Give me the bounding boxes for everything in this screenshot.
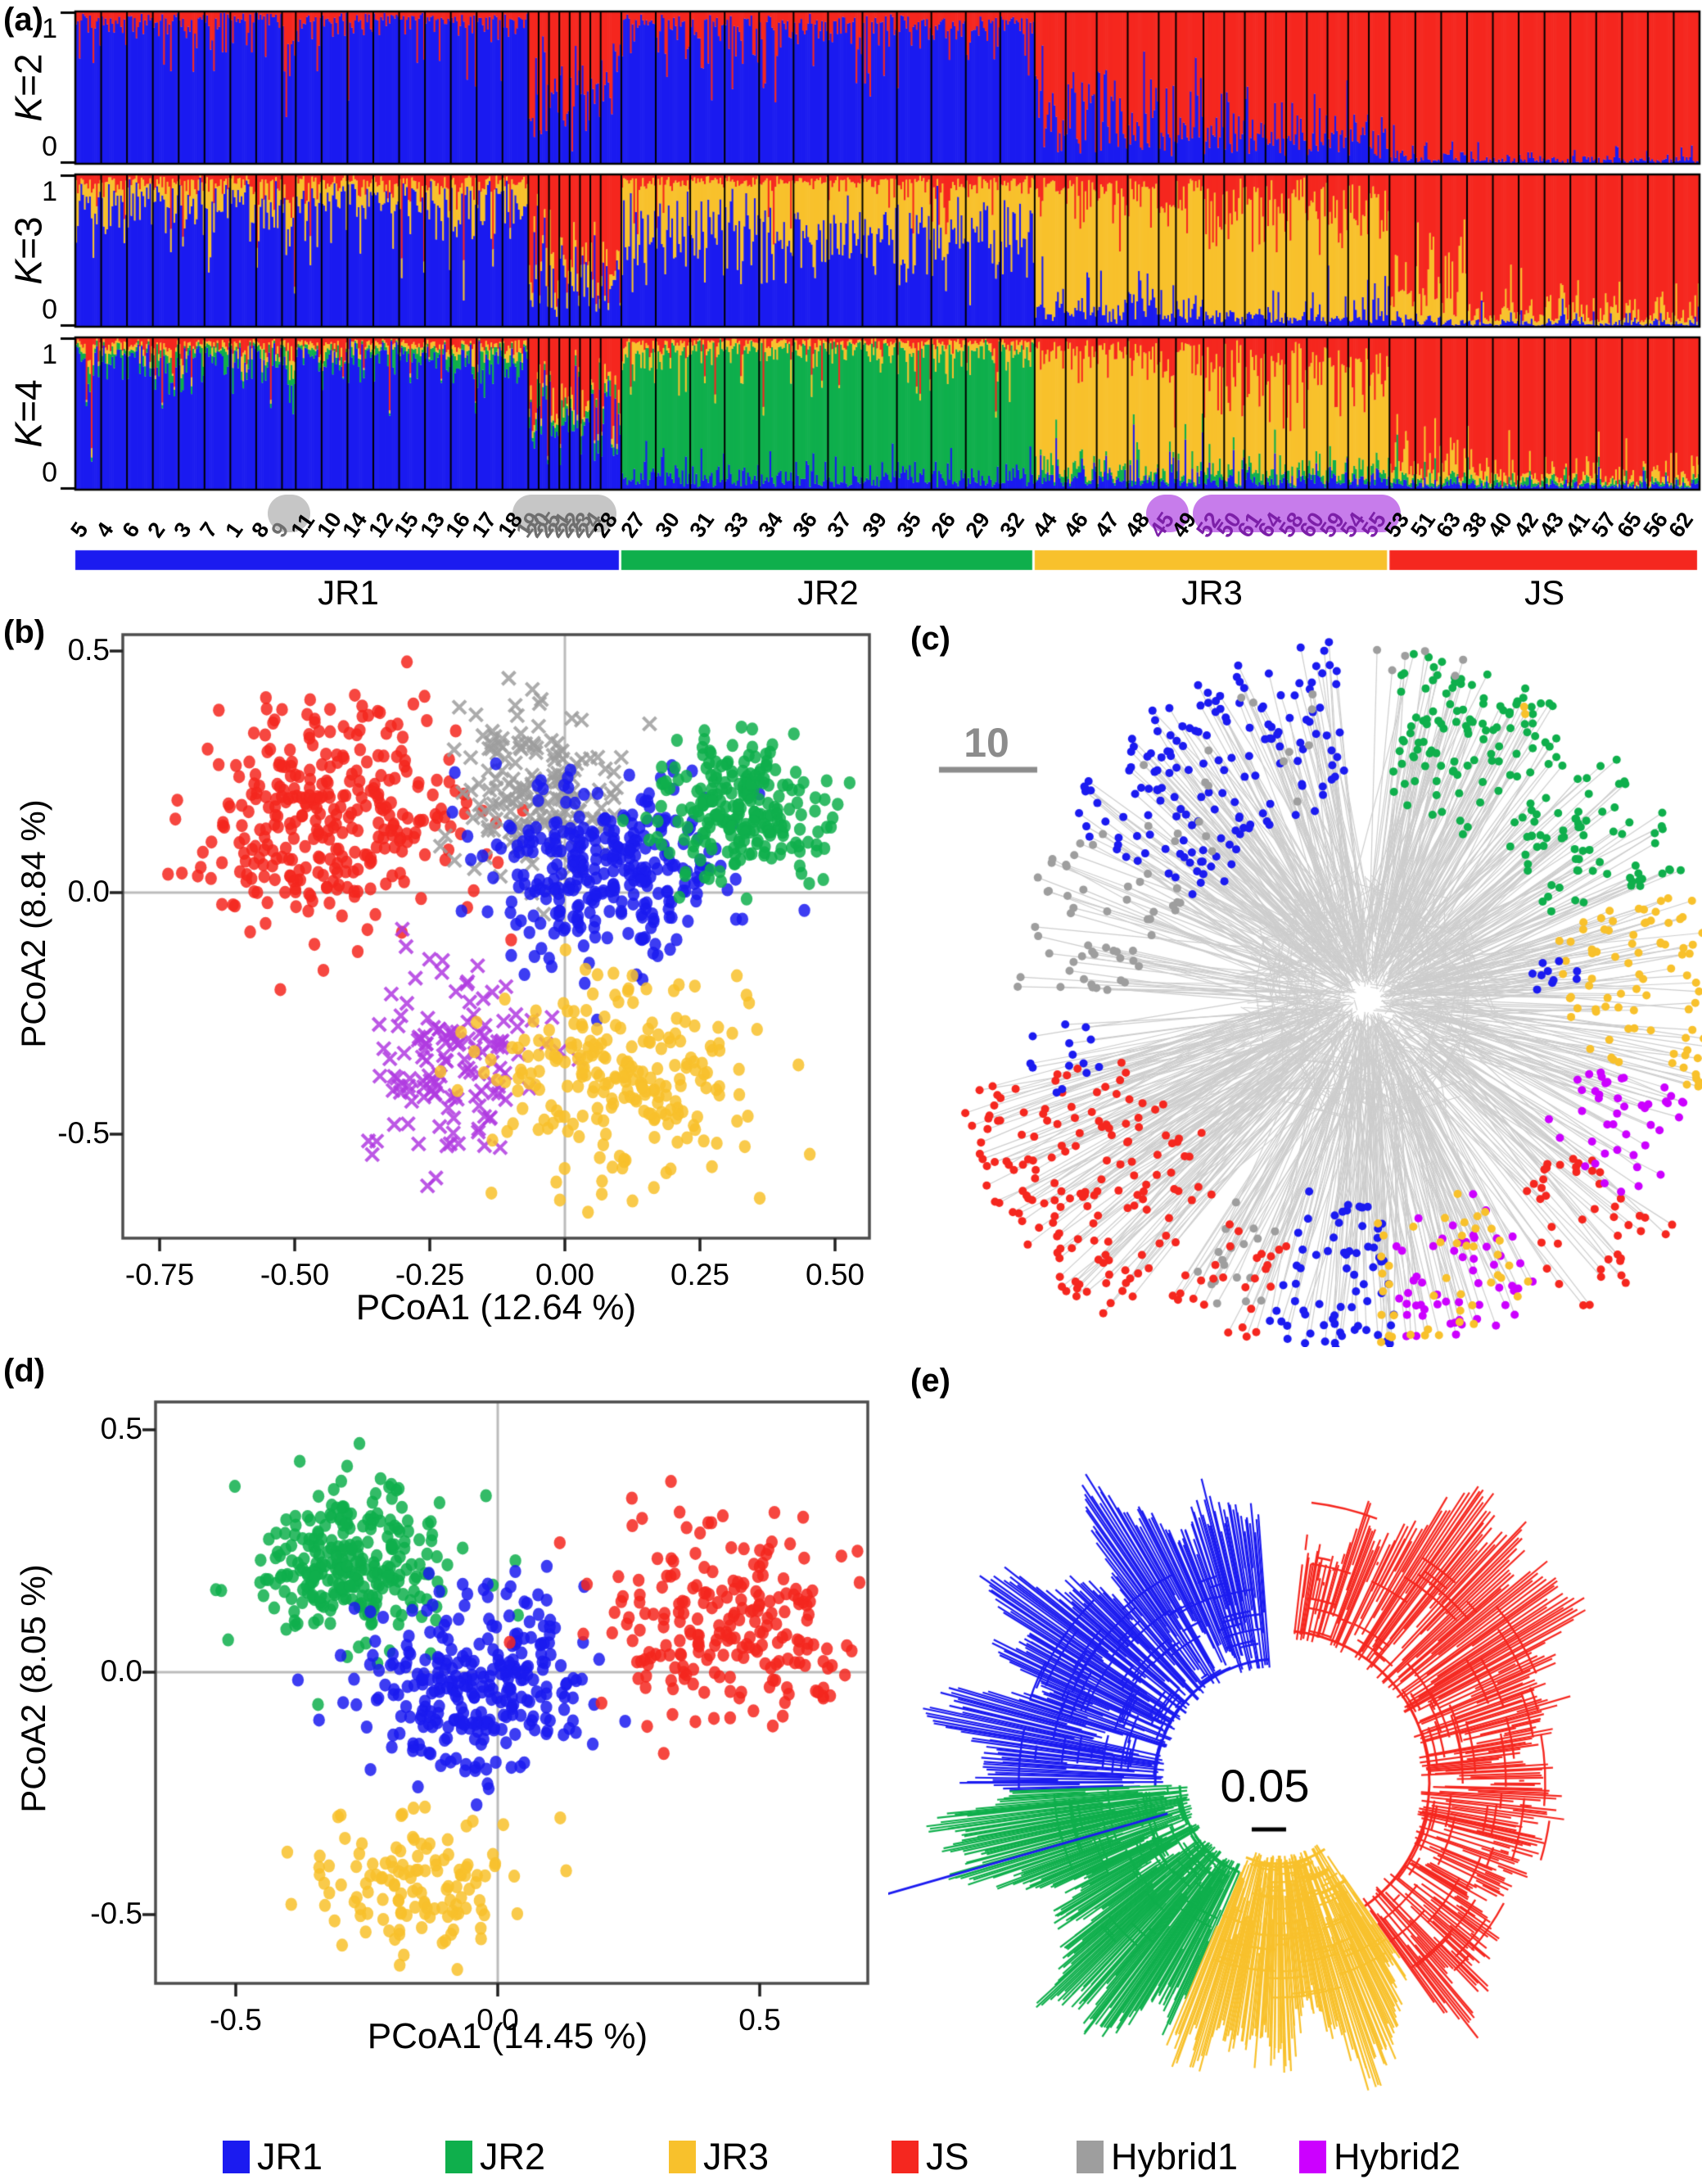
- pcoa2-axis-title-b: PCoA2 (8.84 %): [14, 799, 52, 1048]
- tree-scale-label: 0.05: [1220, 1760, 1310, 1811]
- panel-e-label: (e): [910, 1363, 950, 1399]
- legend-swatch-Hybrid2: [1299, 2141, 1326, 2173]
- x-tick-label: 0.5: [738, 2003, 781, 2037]
- legend-label: Hybrid2: [1334, 2136, 1461, 2177]
- legend-label: JR3: [703, 2136, 770, 2177]
- population-highlight-pill-gray: [267, 495, 310, 532]
- x-tick-label: 0.0: [476, 2003, 519, 2037]
- x-tick-label: -0.75: [124, 1258, 195, 1291]
- x-tick-label: -0.50: [260, 1258, 330, 1291]
- legend-swatch-JR3: [669, 2141, 696, 2173]
- legend-swatch-JS: [892, 2141, 919, 2173]
- k-rest: =2: [7, 53, 51, 97]
- legend-item-JR3: JR3: [669, 2136, 769, 2178]
- admixture-ytick-bottom: 0: [42, 294, 57, 325]
- pcoa2-axis-title-d: PCoA2 (8.05 %): [14, 1564, 52, 1813]
- panel-a-label: (a): [3, 2, 43, 38]
- population-highlight-pill-purple: [1192, 495, 1401, 532]
- y-tick-label: 0.0: [100, 1654, 142, 1688]
- legend-item-Hybrid2: Hybrid2: [1299, 2136, 1460, 2178]
- pcoa-scatter-b-canvas: [0, 606, 884, 1347]
- legend-swatch-JR1: [223, 2141, 250, 2173]
- x-tick-label: 0.00: [535, 1258, 594, 1291]
- y-tick-label: 0.0: [67, 875, 110, 908]
- pcoa1-axis-title-b: PCoA1 (12.64 %): [355, 1287, 637, 1327]
- x-tick-label: -0.5: [210, 2003, 262, 2037]
- k-rest: =4: [7, 379, 51, 423]
- y-tick-label: -0.5: [90, 1897, 142, 1930]
- legend-item-JR2: JR2: [445, 2136, 545, 2178]
- legend-label: JS: [926, 2136, 969, 2177]
- legend-swatch-JR2: [445, 2141, 472, 2173]
- pcoa1-axis-title-d: PCoA1 (14.45 %): [367, 2016, 648, 2056]
- admixture-ytick-bottom: 0: [42, 131, 57, 162]
- k-italic: K: [7, 96, 51, 122]
- legend-swatch-Hybrid1: [1077, 2141, 1104, 2173]
- circular-tree-canvas: [888, 1351, 1702, 2137]
- legend-item-Hybrid1: Hybrid1: [1077, 2136, 1238, 2178]
- k-italic: K: [7, 259, 51, 285]
- admixture-ytick-top: 1: [42, 339, 57, 370]
- y-tick-label: 0.5: [100, 1412, 142, 1445]
- splits-network-canvas: [888, 602, 1702, 1347]
- k-italic: K: [7, 422, 51, 448]
- y-tick-label: -0.5: [57, 1116, 110, 1150]
- x-tick-label: -0.25: [395, 1258, 465, 1291]
- population-highlight-pill-gray: [512, 495, 617, 532]
- structure-admixture-canvas: [0, 0, 1702, 573]
- admixture-ytick-bottom: 0: [42, 457, 57, 488]
- legend-label: JR1: [257, 2136, 323, 2177]
- x-tick-label: 0.25: [670, 1258, 729, 1291]
- legend-label: JR2: [480, 2136, 546, 2177]
- legend-label: Hybrid1: [1111, 2136, 1239, 2177]
- admixture-ytick-top: 1: [42, 176, 57, 207]
- panel-c-label: (c): [910, 621, 950, 657]
- admixture-ytick-top: 1: [42, 13, 57, 44]
- group-label-JR2: JR2: [797, 573, 859, 612]
- panel-b-label: (b): [3, 614, 46, 650]
- panel-d-label: (d): [3, 1353, 46, 1389]
- y-tick-label: 0.5: [67, 633, 110, 667]
- x-tick-label: 0.50: [805, 1258, 865, 1291]
- pcoa-scatter-d-canvas: [0, 1351, 884, 2088]
- population-highlight-pill-purple: [1145, 495, 1189, 532]
- legend-item-JS: JS: [892, 2136, 969, 2178]
- network-scale-label: 10: [964, 720, 1009, 766]
- legend-item-JR1: JR1: [223, 2136, 323, 2178]
- k-rest: =3: [7, 216, 51, 260]
- group-label-JR1: JR1: [318, 573, 379, 612]
